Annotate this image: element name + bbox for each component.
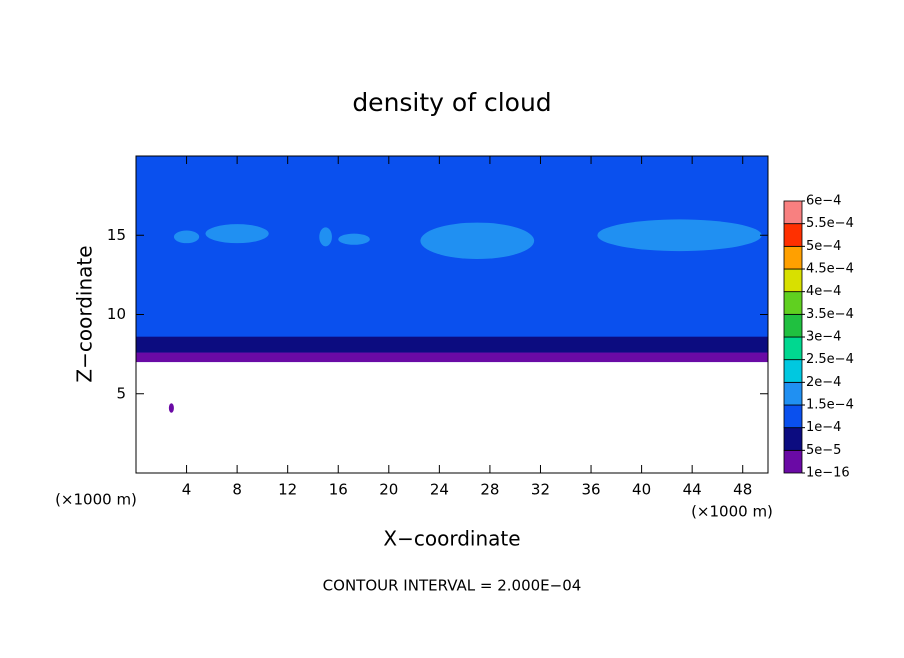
y-tick-label: 15 bbox=[107, 226, 126, 244]
colorbar-band bbox=[783, 313, 803, 338]
contour-patch bbox=[338, 233, 370, 245]
colorbar-band bbox=[783, 223, 803, 247]
x-tick-label: 24 bbox=[430, 481, 449, 499]
x-tick-label: 36 bbox=[581, 481, 600, 499]
colorbar-label: 4.5e−4 bbox=[806, 262, 854, 277]
contour-patch bbox=[205, 224, 269, 244]
colorbar-band bbox=[783, 245, 803, 270]
colorbar-label: 5e−4 bbox=[806, 239, 841, 254]
contour-patch bbox=[173, 230, 200, 244]
contour-layer bbox=[136, 352, 768, 363]
colorbar-label: 6e−4 bbox=[806, 194, 841, 209]
colorbar-label: 1e−4 bbox=[806, 420, 841, 435]
colorbar-label: 1.5e−4 bbox=[806, 398, 854, 413]
contour-layer bbox=[136, 336, 768, 353]
x-tick-label: 48 bbox=[733, 481, 752, 499]
y-tick-label: 10 bbox=[107, 305, 126, 323]
colorbar-band bbox=[783, 268, 803, 293]
x-tick-label: 4 bbox=[182, 481, 192, 499]
contour-note: CONTOUR INTERVAL = 2.000E−04 bbox=[323, 577, 582, 595]
colorbar-label: 3e−4 bbox=[806, 330, 841, 345]
x-unit-label: (×1000 m) bbox=[691, 503, 773, 521]
colorbar-band bbox=[783, 449, 803, 474]
chart-title: density of cloud bbox=[352, 88, 551, 117]
y-unit-label: (×1000 m) bbox=[55, 491, 137, 509]
colorbar-band bbox=[783, 404, 803, 429]
colorbar-label: 4e−4 bbox=[806, 284, 841, 299]
x-tick-label: 16 bbox=[329, 481, 348, 499]
contour-layer bbox=[136, 156, 768, 363]
contour-patch bbox=[597, 219, 762, 252]
x-tick-label: 44 bbox=[683, 481, 702, 499]
colorbar-band bbox=[783, 336, 803, 361]
colorbar-band bbox=[783, 200, 803, 225]
colorbar-band bbox=[783, 359, 803, 383]
x-axis-label: X−coordinate bbox=[383, 527, 520, 551]
colorbar-label: 3.5e−4 bbox=[806, 307, 854, 322]
x-tick-label: 8 bbox=[232, 481, 242, 499]
contour-patch bbox=[168, 403, 174, 413]
x-tick-label: 40 bbox=[632, 481, 651, 499]
colorbar-label: 2e−4 bbox=[806, 375, 841, 390]
colorbar-band bbox=[783, 381, 803, 406]
contour-patch bbox=[420, 222, 535, 260]
colorbar-band bbox=[783, 291, 803, 315]
x-tick-label: 12 bbox=[278, 481, 297, 499]
colorbar-band bbox=[783, 427, 803, 451]
y-tick-label: 5 bbox=[116, 384, 126, 402]
colorbar-label: 2.5e−4 bbox=[806, 352, 854, 367]
x-tick-label: 28 bbox=[480, 481, 499, 499]
x-tick-label: 20 bbox=[379, 481, 398, 499]
contour-patch bbox=[319, 227, 332, 247]
y-axis-label: Z−coordinate bbox=[73, 245, 97, 382]
colorbar-label: 1e−16 bbox=[806, 466, 850, 481]
colorbar-label: 5.5e−4 bbox=[806, 216, 854, 231]
colorbar-label: 5e−5 bbox=[806, 443, 841, 458]
x-tick-label: 32 bbox=[531, 481, 550, 499]
